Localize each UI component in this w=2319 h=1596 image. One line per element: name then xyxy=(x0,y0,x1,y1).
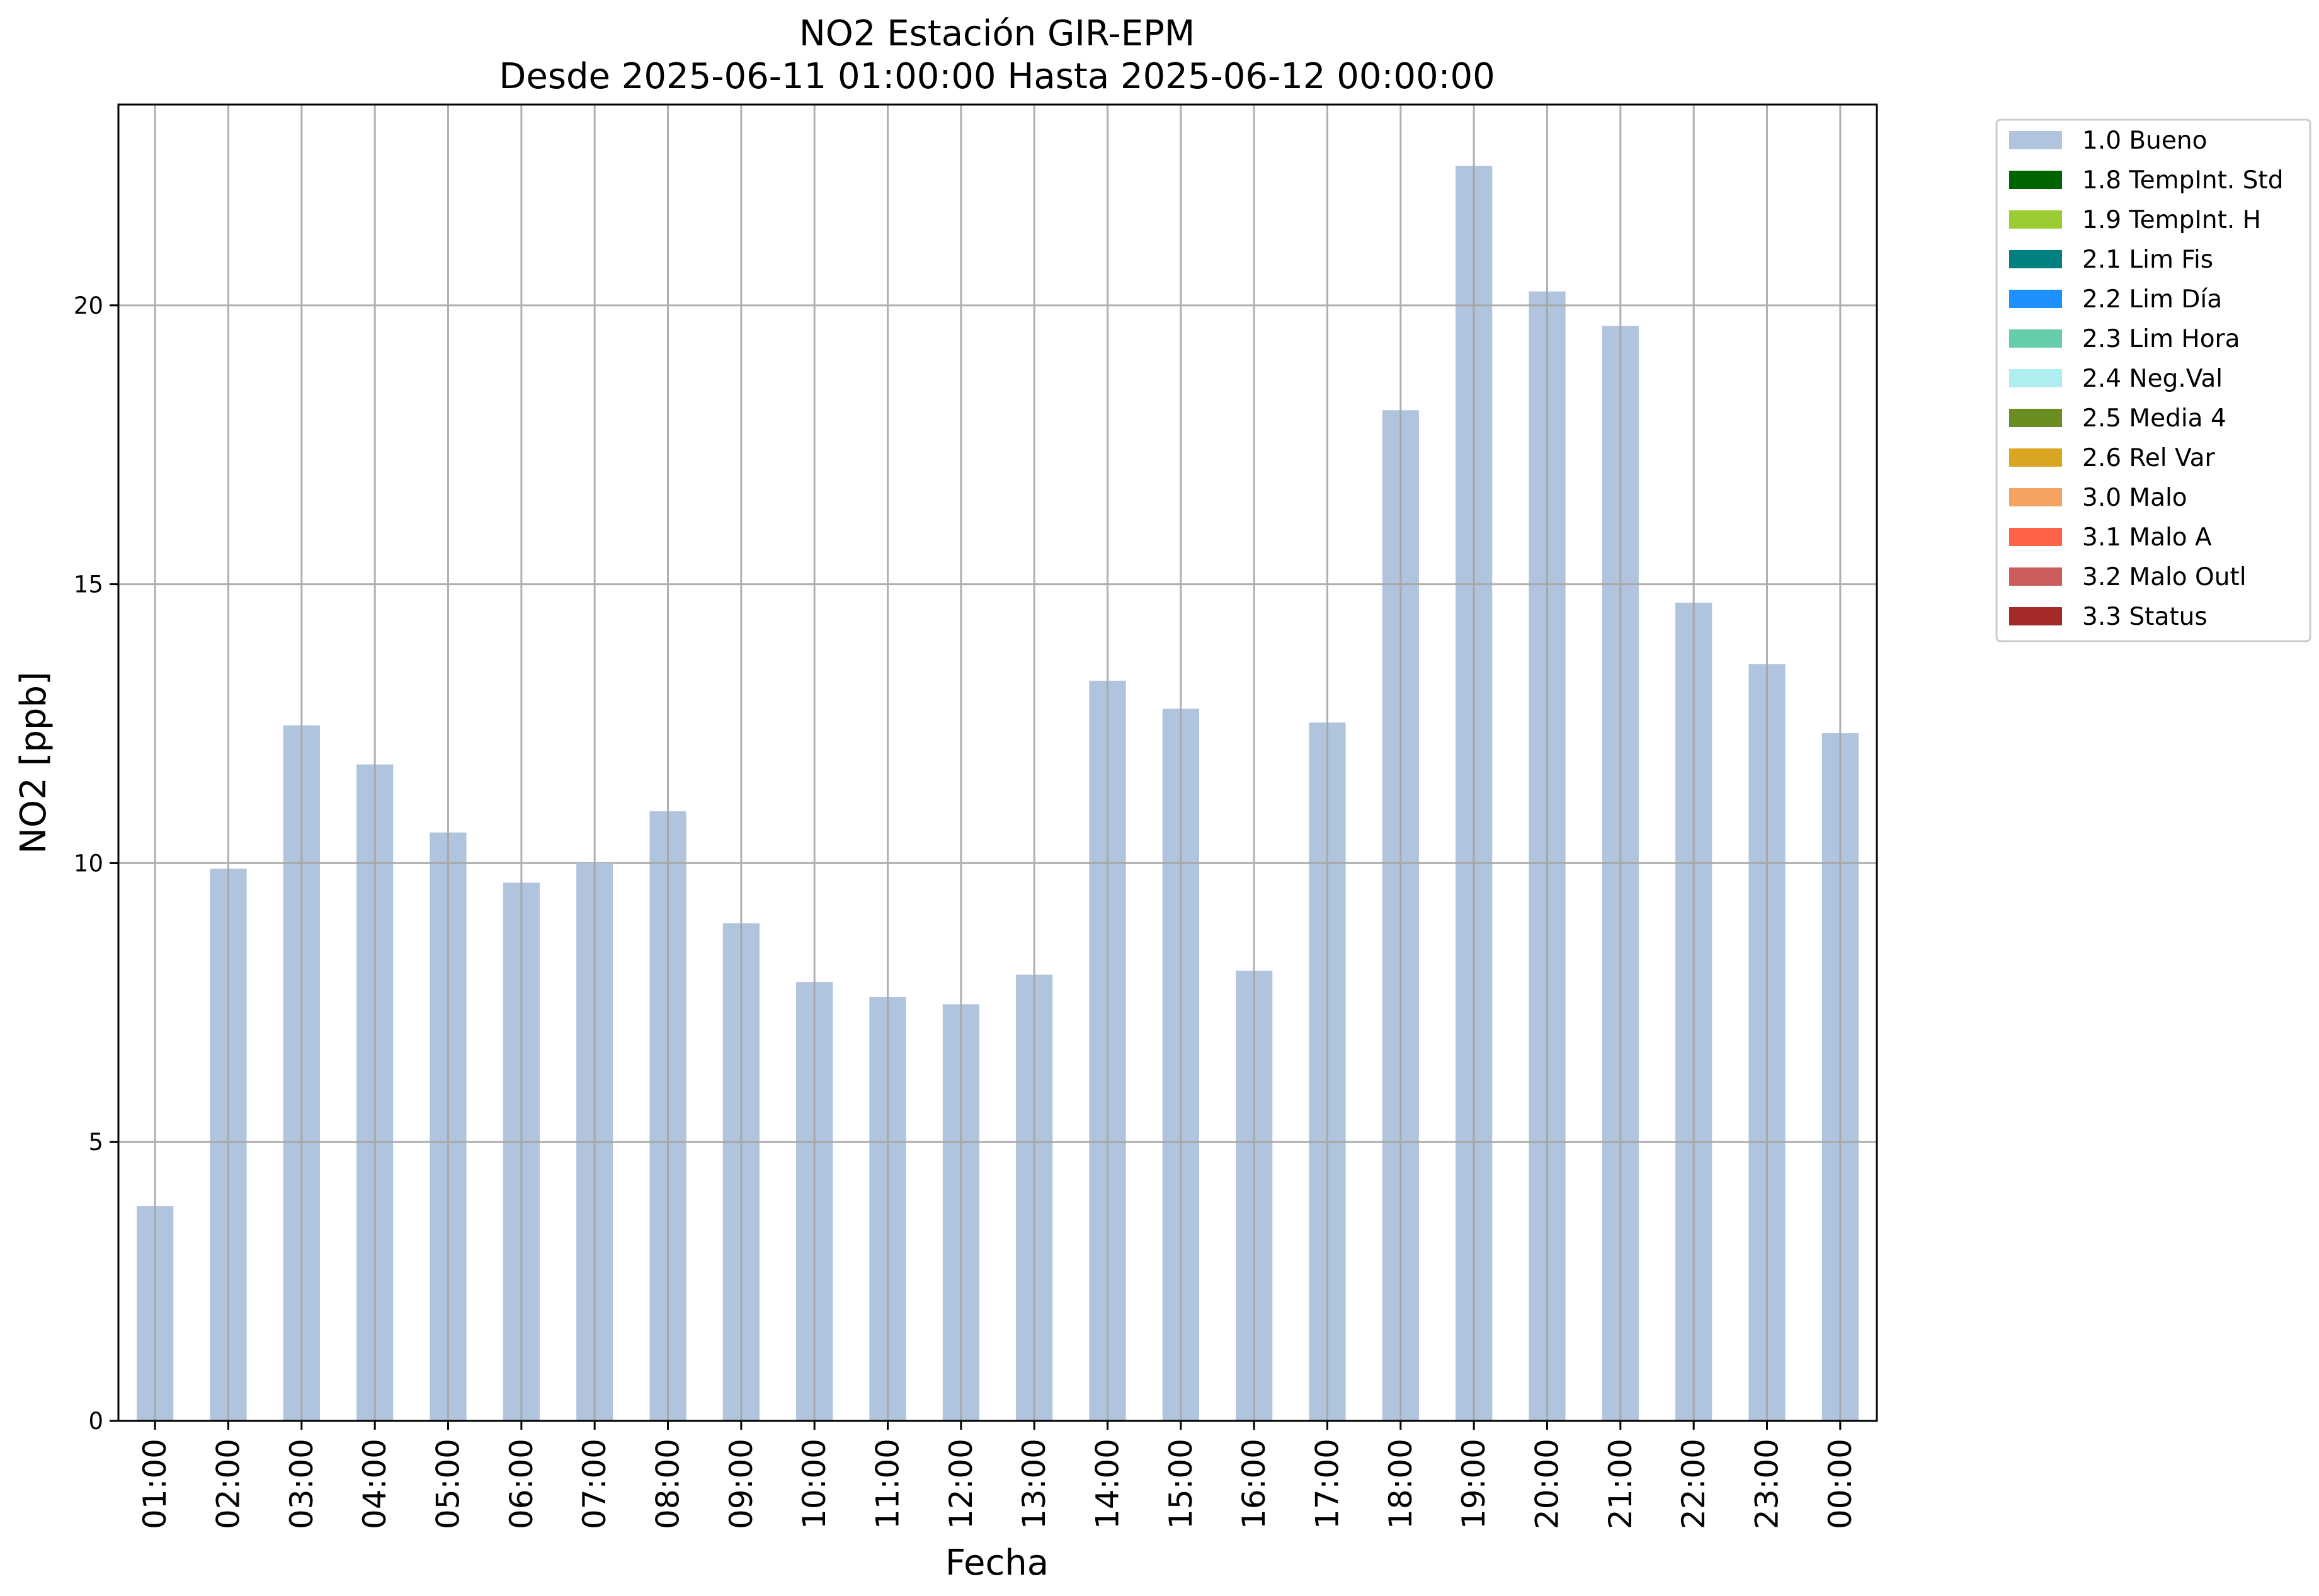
x-tick-label: 09:00 xyxy=(723,1439,760,1529)
legend-swatch xyxy=(2009,409,2062,427)
legend-box xyxy=(1995,118,2311,642)
x-tick-label: 10:00 xyxy=(796,1439,833,1529)
x-tick-label: 20:00 xyxy=(1529,1439,1566,1529)
x-tick-label: 23:00 xyxy=(1749,1439,1786,1529)
legend-label: 2.4 Neg.Val xyxy=(2082,365,2223,393)
x-tick-label: 11:00 xyxy=(870,1439,906,1529)
x-tick-label: 03:00 xyxy=(283,1439,320,1529)
legend-swatch xyxy=(2009,290,2062,308)
bars xyxy=(137,166,1859,1422)
legend-swatch xyxy=(2009,448,2062,467)
legend-label: 1.9 TempInt. H xyxy=(2082,206,2261,234)
x-tick-label: 19:00 xyxy=(1456,1439,1492,1529)
x-axis-label: Fecha xyxy=(945,1542,1049,1583)
legend-label: 2.3 Lim Hora xyxy=(2082,325,2240,353)
legend: 1.0 Bueno 1.8 TempInt. Std 1.9 TempInt. H 2… xyxy=(1995,118,2311,642)
legend-label: 3.1 Malo A xyxy=(2082,523,2212,552)
x-tick-label: 06:00 xyxy=(503,1439,540,1529)
legend-label: 2.2 Lim Día xyxy=(2082,285,2222,314)
y-tick-label: 10 xyxy=(74,850,103,877)
x-tick-label: 00:00 xyxy=(1822,1439,1859,1529)
legend-swatch xyxy=(2009,131,2062,149)
x-tick-label: 02:00 xyxy=(210,1439,247,1529)
x-tick-label: 18:00 xyxy=(1382,1439,1419,1529)
legend-swatch xyxy=(2009,329,2062,348)
y-tick-label: 5 xyxy=(88,1129,103,1156)
x-tick-label: 22:00 xyxy=(1675,1439,1712,1529)
legend-swatch xyxy=(2009,528,2062,546)
legend-label: 1.8 TempInt. Std xyxy=(2082,166,2283,195)
x-tick-label: 13:00 xyxy=(1016,1439,1052,1529)
legend-swatch xyxy=(2009,210,2062,229)
legend-swatch xyxy=(2009,369,2062,387)
plot-frame xyxy=(117,103,1878,1422)
x-tick-label: 12:00 xyxy=(943,1439,979,1529)
legend-swatch xyxy=(2009,171,2062,189)
legend-label: 3.2 Malo Outl xyxy=(2082,563,2247,591)
legend-swatch xyxy=(2009,607,2062,625)
x-tick-label: 07:00 xyxy=(576,1439,613,1529)
x-tick-label: 17:00 xyxy=(1309,1439,1346,1529)
y-axis-label: NO2 [ppb] xyxy=(13,671,54,854)
x-tick-label: 05:00 xyxy=(430,1439,467,1529)
x-tick-label: 01:00 xyxy=(137,1439,173,1529)
chart-title: NO2 Estación GIR-EPM xyxy=(799,13,1195,54)
legend-label: 2.1 Lim Fis xyxy=(2082,246,2213,274)
y-axis-ticks: 0 5 10 15 20 xyxy=(74,292,118,1435)
legend-label: 2.6 Rel Var xyxy=(2082,444,2216,472)
x-tick-label: 08:00 xyxy=(650,1439,687,1529)
x-tick-label: 04:00 xyxy=(356,1439,393,1529)
y-tick-label: 15 xyxy=(74,571,103,598)
y-tick-label: 0 xyxy=(88,1408,103,1435)
legend-label: 2.5 Media 4 xyxy=(2082,404,2226,433)
y-tick-label: 20 xyxy=(74,292,103,319)
x-tick-label: 16:00 xyxy=(1236,1439,1272,1529)
x-tick-label: 15:00 xyxy=(1163,1439,1199,1529)
legend-label: 3.3 Status xyxy=(2082,603,2208,631)
legend-label: 1.0 Bueno xyxy=(2082,127,2207,155)
x-axis-ticks: 01:00 02:00 03:00 04:00 05:00 06:00 07:00 08:00… xyxy=(137,1421,1859,1529)
chart-subtitle: Desde 2025-06-11 01:00:00 Hasta 2025-06-… xyxy=(499,56,1495,97)
legend-swatch xyxy=(2009,488,2062,506)
legend-swatch xyxy=(2009,567,2062,586)
legend-swatch xyxy=(2009,250,2062,268)
x-tick-label: 21:00 xyxy=(1602,1439,1639,1529)
legend-label: 3.0 Malo xyxy=(2082,484,2187,512)
x-tick-label: 14:00 xyxy=(1090,1439,1126,1529)
